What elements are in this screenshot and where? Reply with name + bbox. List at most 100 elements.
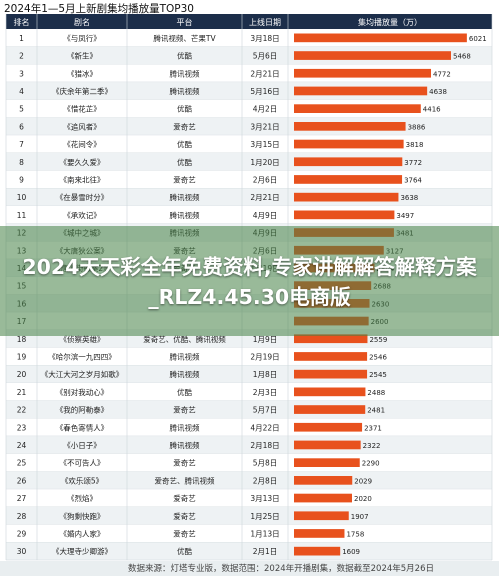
watermark-text: 2024天天彩全年免费资料,专家讲解解答解释方案_RLZ4.45.30电商版 — [22, 255, 477, 309]
date-cell: 5月8日 — [253, 459, 278, 468]
title-cell: 《我的阿勒泰》 — [56, 405, 109, 415]
bar-value-label: 2290 — [362, 460, 380, 468]
bar-value-label: 2559 — [369, 336, 387, 344]
table-row — [6, 206, 492, 224]
platform-cell: 爱奇艺 — [173, 458, 196, 468]
bar-value-label: 2371 — [364, 424, 382, 432]
column-header: 排名 — [14, 17, 30, 27]
bar — [294, 175, 403, 184]
bar — [294, 122, 406, 131]
bar-value-label: 3497 — [396, 212, 414, 220]
table-row — [6, 418, 492, 437]
bar — [294, 369, 368, 379]
bar-value-label: 3772 — [404, 159, 422, 167]
platform-cell: 腾讯视频 — [170, 369, 200, 379]
date-cell: 1月25日 — [250, 512, 279, 521]
platform-cell: 爱奇艺 — [173, 511, 196, 521]
bar — [294, 68, 432, 78]
rank-cell: 25 — [17, 459, 27, 468]
rank-cell: 7 — [19, 140, 24, 149]
date-cell: 1月20日 — [250, 158, 279, 167]
date-cell: 2月21日 — [250, 193, 279, 202]
platform-cell: 腾讯视频 — [170, 68, 200, 78]
column-header: 剧名 — [74, 17, 90, 27]
bar-value-label: 2029 — [354, 477, 372, 485]
bar-value-label: 2546 — [369, 353, 387, 361]
column-header: 上线日期 — [249, 17, 281, 27]
platform-cell: 优酷 — [177, 546, 192, 556]
date-cell: 2月21日 — [250, 69, 279, 78]
title-cell: 《别对我动心》 — [56, 387, 109, 397]
bar-value-label: 2481 — [367, 407, 385, 415]
date-cell: 4月22日 — [250, 423, 279, 432]
bar — [294, 511, 349, 521]
date-cell: 5月16日 — [250, 87, 279, 96]
bar-value-label: 2322 — [363, 442, 381, 450]
rank-cell: 24 — [17, 441, 27, 450]
table-row — [6, 152, 492, 171]
date-cell: 2月18日 — [250, 441, 279, 450]
bar — [294, 352, 368, 361]
title-cell: 《承欢记》 — [63, 210, 101, 220]
title-cell: 《侦察英雄》 — [60, 334, 105, 344]
bar-value-label: 5468 — [453, 53, 471, 61]
platform-cell: 腾讯视频 — [170, 192, 200, 202]
column-header: 集均播放量（万） — [358, 17, 422, 27]
bar — [294, 51, 451, 60]
rank-cell: 1 — [19, 34, 24, 43]
table-row — [6, 542, 492, 560]
title-cell: 《南来北往》 — [60, 174, 105, 184]
bar — [294, 86, 428, 96]
footer-bar — [0, 561, 499, 576]
table-row — [6, 170, 492, 189]
platform-cell: 爱奇艺、优酷、腾讯视频 — [143, 334, 226, 344]
bar-value-label: 4416 — [423, 106, 441, 114]
title-cell: 《大理寺少卿游》 — [52, 546, 112, 556]
date-cell: 3月18日 — [250, 34, 279, 43]
rank-cell: 19 — [17, 352, 27, 361]
bar-value-label: 3764 — [404, 176, 422, 184]
platform-cell: 优酷 — [177, 104, 192, 114]
watermark-banner — [0, 226, 499, 336]
rank-cell: 27 — [17, 494, 27, 503]
date-cell: 2月19日 — [250, 352, 279, 361]
table-row — [6, 64, 492, 83]
title-cell: 《大江大河之岁月如歌》 — [41, 369, 124, 379]
date-cell: 2月1日 — [253, 547, 278, 556]
table-header — [6, 14, 492, 29]
bar-value-label: 3818 — [406, 141, 424, 149]
bar-value-label: 6021 — [469, 35, 487, 43]
bar — [294, 157, 403, 167]
title-cell: 《庆余年第二季》 — [52, 86, 112, 96]
platform-cell: 爱奇艺、腾讯视频 — [155, 475, 215, 485]
column-header: 平台 — [177, 17, 193, 27]
bar-value-label: 2020 — [354, 495, 372, 503]
bar-value-label: 3638 — [400, 194, 418, 202]
rank-cell: 2 — [19, 52, 24, 61]
title-cell: 《惜花芷》 — [63, 104, 101, 114]
date-cell: 5月7日 — [253, 406, 278, 415]
date-cell: 4月9日 — [253, 211, 278, 220]
platform-cell: 腾讯视频 — [170, 86, 200, 96]
bar-value-label: 1758 — [346, 530, 364, 538]
bar — [294, 529, 345, 538]
rank-cell: 20 — [17, 370, 27, 379]
title-cell: 《与凤行》 — [63, 33, 101, 43]
table-row — [6, 365, 492, 383]
platform-cell: 爱奇艺 — [173, 528, 196, 538]
title-cell: 《婚内人家》 — [60, 528, 105, 538]
bar-value-label: 2545 — [369, 371, 387, 379]
bar-value-label: 2488 — [367, 389, 385, 397]
table-row — [6, 117, 492, 136]
title-cell: 《欢乐颂5》 — [61, 475, 103, 485]
bar — [294, 387, 366, 397]
table-row — [6, 506, 492, 525]
platform-cell: 优酷 — [177, 51, 192, 61]
table-row — [6, 347, 492, 366]
bar — [294, 210, 395, 220]
platform-cell: 优酷 — [177, 387, 192, 397]
bar — [294, 139, 404, 149]
rank-cell: 3 — [19, 69, 24, 78]
source-note: 数据来源：灯塔专业版，数据范围：2024年开播剧集，数据截至2024年5月26日 — [128, 564, 434, 574]
title-cell: 《春色寄情人》 — [56, 422, 109, 432]
